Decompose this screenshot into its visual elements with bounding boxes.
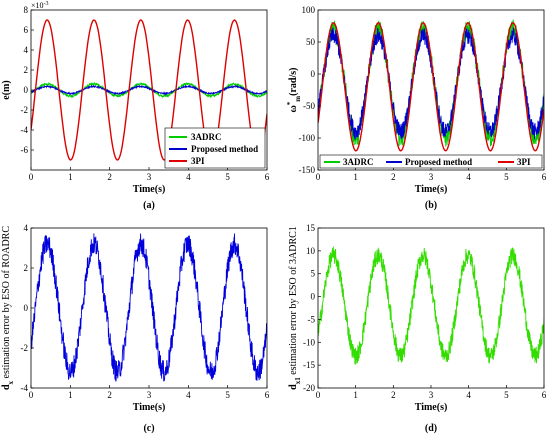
x-tick-label: 5 <box>225 172 230 182</box>
series-line-data <box>318 245 544 365</box>
y-axis-label: dx1 estimation error by ESO of 3ADRC1 <box>288 226 302 390</box>
y-tick-label: 50 <box>306 37 316 47</box>
panel-a: 0 1 2 3 4 5 6 -6 -4 -2 0 2 4 6 8 Time(s) e(m) ×10-3 (a) 3AD… <box>1 1 270 211</box>
series-line-3pi <box>31 19 267 161</box>
y-tick-label: -100 <box>299 133 316 143</box>
y-tick-label: 2 <box>24 65 29 75</box>
y-axis-label: e(m) <box>1 80 12 99</box>
panel-caption: (c) <box>143 423 154 434</box>
y-axis-label: ω*m(rad/s) <box>286 68 302 113</box>
series-line-proposed-method <box>31 84 267 96</box>
x-tick-label: 3 <box>147 390 152 400</box>
panel-c: 0 1 2 3 4 5 6 -4 -2 0 2 4 Time(s) dx estimation error… <box>1 223 270 434</box>
y-tick-label: -2 <box>21 105 29 115</box>
panel-caption: (b) <box>425 200 437 211</box>
y-tick-label: 6 <box>24 25 29 35</box>
y-tick-label: -50 <box>303 101 315 111</box>
legend-label: 3PI <box>191 156 205 166</box>
panel-d: 0 1 2 3 4 5 6 -20 -15 -10 -5 0 5 10 15 Time(s) dx1 estim… <box>288 223 547 434</box>
series-line-3pi <box>318 22 544 152</box>
y-tick-label: -15 <box>303 360 315 370</box>
x-tick-label: 5 <box>504 390 509 400</box>
x-tick-label: 0 <box>316 390 321 400</box>
x-axis-label: Time(s) <box>415 184 448 195</box>
y-tick-label: 8 <box>24 5 29 15</box>
y-tick-label: 0 <box>311 292 316 302</box>
series-line-3adrc <box>31 81 267 99</box>
plot-area <box>318 245 544 365</box>
x-tick-label: 2 <box>391 390 396 400</box>
x-tick-label: 4 <box>466 172 471 182</box>
y-tick-label: -4 <box>21 125 29 135</box>
legend-box <box>319 154 543 169</box>
axis-exponent: ×10-3 <box>31 1 49 10</box>
axes-frame <box>317 227 545 389</box>
y-tick-label: 0 <box>24 303 29 313</box>
panel-b: 0 1 2 3 4 5 6 -150 -100 -50 0 50 100 Time(s) ω*m(rad/s… <box>286 5 547 211</box>
x-axis-label: Time(s) <box>415 402 448 413</box>
x-tick-label: 3 <box>429 172 434 182</box>
plot-area <box>318 19 544 152</box>
panel-caption: (d) <box>425 423 437 434</box>
y-tick-label: -10 <box>303 337 315 347</box>
y-tick-label: -150 <box>299 165 316 175</box>
y-axis-label: dx estimation error by ESO of ROADRC <box>1 226 15 390</box>
y-tick-label: 2 <box>24 263 29 273</box>
x-tick-label: 6 <box>542 172 547 182</box>
x-tick-label: 3 <box>429 390 434 400</box>
y-tick-label: -20 <box>303 383 315 393</box>
series-line-proposed-method <box>318 27 544 140</box>
x-tick-label: 3 <box>147 172 152 182</box>
legend-label: 3PI <box>517 157 531 167</box>
x-tick-label: 2 <box>107 172 112 182</box>
y-tick-label: 10 <box>306 246 316 256</box>
legend-label: 3ADRC <box>191 132 222 142</box>
y-tick-label: 4 <box>24 45 29 55</box>
y-tick-label: -2 <box>21 343 29 353</box>
legend: 3ADRC Proposed method 3PI <box>164 127 266 169</box>
legend-label: 3ADRC <box>343 157 374 167</box>
x-tick-label: 1 <box>68 172 73 182</box>
x-tick-label: 2 <box>107 390 112 400</box>
x-tick-label: 4 <box>186 390 191 400</box>
x-tick-label: 2 <box>391 172 396 182</box>
x-tick-label: 1 <box>68 390 73 400</box>
legend-label: Proposed method <box>405 157 472 167</box>
x-tick-label: 0 <box>29 390 34 400</box>
y-tick-label: -6 <box>21 145 29 155</box>
x-tick-label: 1 <box>353 172 358 182</box>
panel-caption: (a) <box>143 200 155 211</box>
x-axis-label: Time(s) <box>133 402 166 413</box>
x-tick-label: 5 <box>504 172 509 182</box>
x-tick-label: 4 <box>186 172 191 182</box>
y-tick-label: -5 <box>308 314 316 324</box>
legend-label: Proposed method <box>191 144 258 154</box>
plot-area <box>31 233 267 382</box>
x-tick-label: 0 <box>29 172 34 182</box>
y-tick-label: 5 <box>311 269 316 279</box>
x-tick-label: 4 <box>466 390 471 400</box>
y-tick-label: 15 <box>306 223 316 233</box>
y-tick-label: -4 <box>21 383 29 393</box>
y-tick-label: 4 <box>24 223 29 233</box>
y-tick-label: 0 <box>24 85 29 95</box>
y-tick-label: 0 <box>311 69 316 79</box>
x-tick-label: 5 <box>225 390 230 400</box>
x-axis-label: Time(s) <box>133 184 166 195</box>
x-tick-label: 6 <box>265 390 270 400</box>
x-tick-label: 1 <box>353 390 358 400</box>
series-line-data <box>31 233 267 382</box>
y-tick-label: 100 <box>302 5 316 15</box>
plot-area <box>31 19 267 161</box>
x-tick-label: 6 <box>542 390 547 400</box>
x-tick-label: 6 <box>265 172 270 182</box>
legend: 3ADRC Proposed method 3PI <box>319 154 543 169</box>
x-tick-label: 0 <box>316 172 321 182</box>
